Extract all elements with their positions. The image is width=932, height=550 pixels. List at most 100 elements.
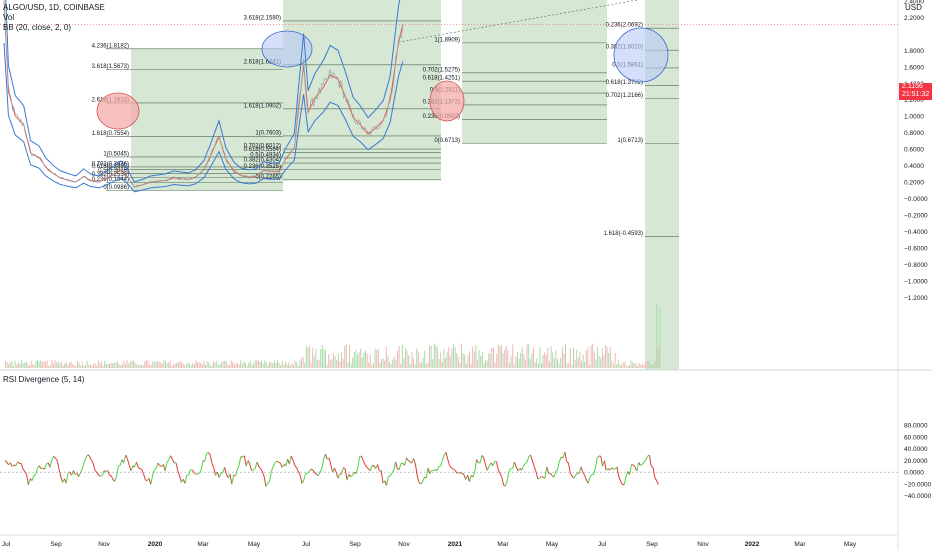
volume-bar [67,365,69,368]
volume-bar [371,365,373,368]
rsi-segment [587,476,591,484]
fib-label-5: 0.702(0.3836) [92,161,129,167]
volume-bar [517,352,518,368]
volume-bar [473,351,475,368]
rsi-segment [335,472,339,479]
fib-label-13: 2.618(1.6241) [244,59,281,65]
volume-bar [576,349,578,368]
rsi-segment [640,464,643,466]
volume-bar [531,353,533,368]
volume-bar [134,362,136,368]
rsi-segment [162,464,166,472]
volume-bar [6,362,8,368]
fib-label-9: 0.236(0.1944) [92,177,129,183]
volume-bar [269,361,270,368]
volume-bar [561,347,563,368]
rsi-segment [638,462,641,466]
rsi-segment [123,454,127,463]
volume-bar [331,358,333,368]
rsi-segment [497,469,501,474]
projection-line [398,0,640,43]
rsi-segment [517,468,521,472]
rsi-segment [341,467,344,475]
volume-bar [392,359,394,368]
volume-bar [310,363,312,368]
volume-bar [117,361,118,368]
rsi-segment [175,462,179,472]
volume-bar [168,362,170,368]
volume-bar [382,358,384,368]
highlight-ellipse-blue-2 [613,27,669,83]
volume-bar [589,364,590,368]
fib-label-19: 0.382(0.4304) [244,158,281,164]
volume-bar [421,362,422,368]
rsi-segment [143,473,146,481]
price-tick-label-14: −0.0000 [904,196,928,203]
volume-bar [472,346,474,368]
rsi-segment [296,467,299,472]
volume-bar [225,361,227,368]
rsi-segment [388,475,391,477]
volume-bar [414,364,416,368]
rsi-segment [155,463,159,469]
volume-bar [243,361,245,368]
rsi-segment [101,470,105,476]
rsi-segment [481,455,485,459]
rsi-segment [96,472,100,476]
volume-bar [585,350,587,368]
fib-label-24: 0.702(1.5275) [423,67,460,73]
rsi-segment [418,481,422,485]
rsi-segment [425,467,429,479]
volume-bar [51,360,53,368]
rsi-segment [433,469,436,471]
volume-bar [579,351,581,368]
volume-bar [317,360,318,368]
time-tick-label-12: Jul [598,541,607,548]
volume-bar [177,362,179,368]
volume-bar [237,363,238,368]
volume-bar [301,357,302,368]
price-tick-label-18: −0.8000 [904,262,928,269]
rsi-segment [71,470,74,476]
volume-bar [139,364,141,368]
rsi-panel-label: RSI Divergence (5, 14) [3,375,85,384]
volume-bar [542,355,544,368]
volume-bar [136,364,138,368]
rsi-segment [80,468,83,473]
volume-bar [323,349,325,368]
rsi-segment [414,464,418,476]
volume-bar [283,364,285,368]
volume-bar [141,365,142,368]
volume-bar [389,361,390,368]
fib-label-0: 4.236(1.8182) [92,43,129,49]
volume-bar [541,363,542,368]
volume-bar [536,358,538,368]
volume-bar [441,361,443,368]
rsi-segment [573,475,577,479]
volume-bar [192,363,194,368]
volume-bar [462,353,464,368]
volume-bar [9,362,11,368]
rsi-segment [605,468,609,471]
rsi-segment [564,452,568,462]
volume-bar [525,360,526,368]
price-tick-label-13: 0.2000 [904,180,924,187]
volume-bar [632,361,634,368]
volume-bar [417,351,419,368]
rsi-segment [337,473,341,479]
rsi-segment [580,466,584,472]
price-tick-label-4: 2.2000 [904,15,924,22]
volume-bar [174,363,176,368]
volume-bar [590,345,592,368]
volume-bar [393,356,395,368]
rsi-segment [366,466,369,470]
current-price-value: 2.1156 [902,83,923,90]
rsi-segment [508,468,512,472]
volume-bar [286,364,288,368]
volume-bar [270,362,272,368]
rsi-segment [166,459,170,463]
volume-bar [147,360,149,368]
rsi-segment [216,471,220,478]
volume-bar [601,348,603,368]
rsi-segment [648,454,652,467]
